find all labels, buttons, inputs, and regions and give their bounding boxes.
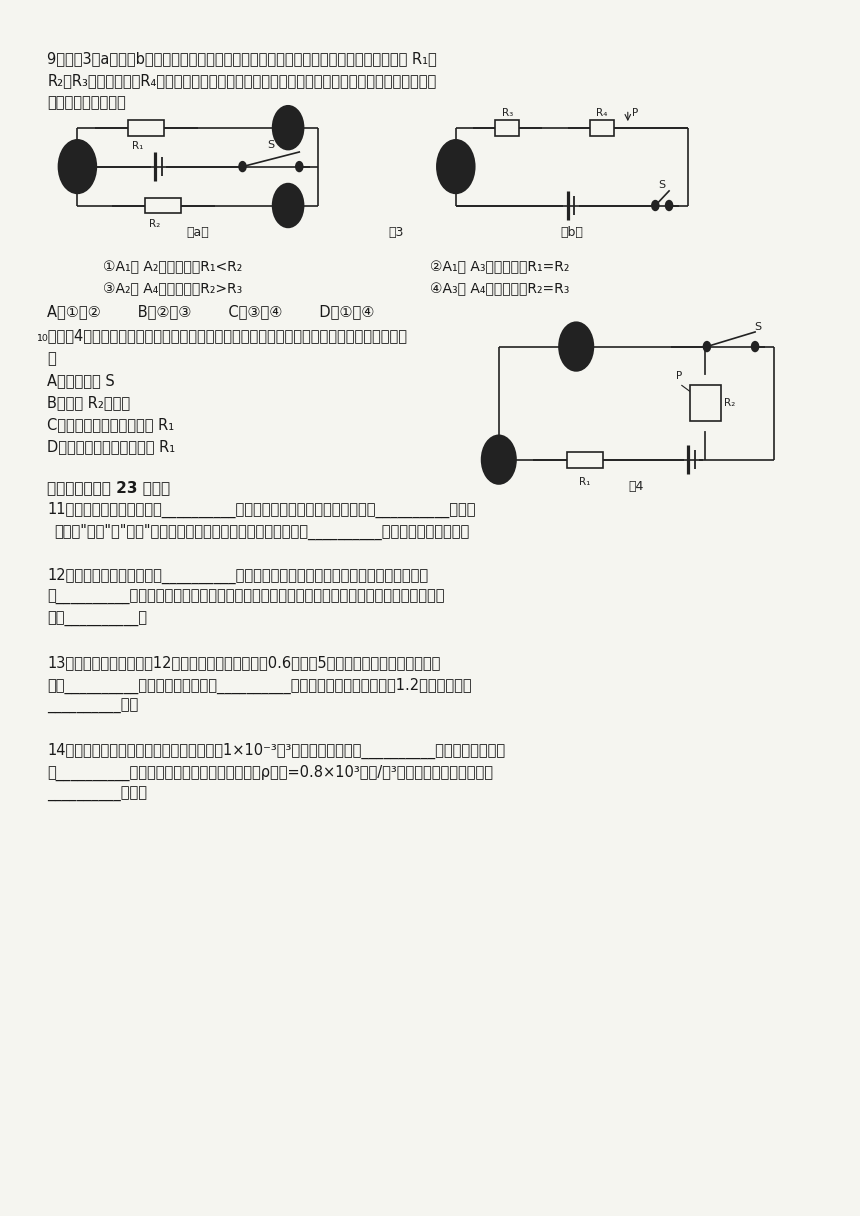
Text: P: P: [676, 371, 683, 382]
FancyBboxPatch shape: [690, 385, 721, 422]
Text: （选填"串联"或"并联"）。物理学中规定电流的方向是从电源的__________极通过导体流向负极。: （选填"串联"或"并联"）。物理学中规定电流的方向是从电源的__________…: [54, 524, 470, 540]
Text: R₄: R₄: [596, 108, 608, 118]
Circle shape: [239, 162, 246, 171]
Circle shape: [752, 342, 759, 351]
Text: （a）: （a）: [187, 226, 209, 238]
FancyBboxPatch shape: [145, 198, 181, 214]
Text: 二、填空题（共 23 分）：: 二、填空题（共 23 分）：: [47, 480, 170, 495]
Text: R₁: R₁: [579, 477, 591, 486]
Text: R₁: R₁: [132, 141, 144, 151]
Text: 14．一正方体漂浮在水中，排开水的体积为1×10⁻³米³，它受到的浮力为__________牛，排开水的质量: 14．一正方体漂浮在水中，排开水的体积为1×10⁻³米³，它受到的浮力为____…: [47, 743, 506, 759]
Text: B．移动 R₂的滑片: B．移动 R₂的滑片: [47, 395, 131, 410]
Text: A₄: A₄: [449, 162, 463, 171]
Text: R₂、R₃为定值电阻，R₄为滑动变阻器（滑片在中点附近某位置），现有两个电流表的示数相同，: R₂、R₃为定值电阻，R₄为滑动变阻器（滑片在中点附近某位置），现有两个电流表的…: [47, 73, 437, 88]
Circle shape: [652, 201, 659, 210]
Circle shape: [482, 435, 516, 484]
Text: S: S: [659, 180, 666, 190]
Text: 9．在图3（a）、（b）所示的电路中，所有元件均完好，电源电压相等且保持不变。已知 R₁、: 9．在图3（a）、（b）所示的电路中，所有元件均完好，电源电压相等且保持不变。已…: [47, 51, 437, 66]
Text: __________千克。: __________千克。: [47, 787, 147, 801]
Text: R₂: R₂: [149, 219, 161, 229]
FancyBboxPatch shape: [128, 119, 164, 135]
Text: R₂: R₂: [724, 398, 735, 409]
Text: V: V: [572, 342, 580, 351]
Text: A₂: A₂: [71, 162, 84, 171]
Text: A: A: [494, 455, 503, 465]
Text: D．用阻值更小的电阻替换 R₁: D．用阻值更小的电阻替换 R₁: [47, 439, 175, 454]
Circle shape: [273, 106, 304, 150]
Text: 强越__________。: 强越__________。: [47, 612, 147, 626]
Circle shape: [703, 342, 710, 351]
Circle shape: [58, 140, 96, 193]
Text: 大__________，易于切开物体。拦河大坝设计成上窄下宽则是因为水的深度越大，水对大坝的压: 大__________，易于切开物体。拦河大坝设计成上窄下宽则是因为水的深度越大…: [47, 590, 445, 604]
Circle shape: [273, 184, 304, 227]
Text: A．闭合开关 S: A．闭合开关 S: [47, 373, 115, 388]
Text: 13．某导体两端的电压为12伏，通过该导体的电流为0.6安，则5秒内通过该导体横截面的电荷: 13．某导体两端的电压为12伏，通过该导体的电流为0.6安，则5秒内通过该导体横…: [47, 655, 440, 670]
Text: A₁: A₁: [281, 123, 295, 133]
Text: R₃: R₃: [501, 108, 513, 118]
Text: 12．马德堡半球实验证明了__________的存在。刀刃磨得锋利，是为了减小受力面积，增: 12．马德堡半球实验证明了__________的存在。刀刃磨得锋利，是为了减小受…: [47, 568, 428, 584]
Text: A₃: A₃: [281, 201, 295, 210]
Text: C．用阻值更大的电阻替换 R₁: C．用阻值更大的电阻替换 R₁: [47, 417, 175, 432]
Text: 则下列判断正确的是: 则下列判断正确的是: [47, 95, 126, 109]
Text: 量为__________库，该导体的电阻为__________欧。若通过该导体的电流为1.2安，其电阻为: 量为__________库，该导体的电阻为__________欧。若通过该导体的…: [47, 677, 472, 693]
Text: ③A₂与 A₄示数相同，R₂>R₃: ③A₂与 A₄示数相同，R₂>R₃: [103, 282, 243, 297]
Text: P: P: [632, 108, 638, 118]
Circle shape: [296, 162, 303, 171]
FancyBboxPatch shape: [495, 119, 519, 135]
Text: 图4: 图4: [629, 480, 644, 492]
Text: 图3: 图3: [388, 226, 403, 238]
Text: ①A₁与 A₂示数相同，R₁<R₂: ①A₁与 A₂示数相同，R₁<R₂: [103, 260, 243, 275]
Text: __________欧。: __________欧。: [47, 699, 138, 714]
Text: 为__________千克。若该正方体漂浮在酒精中（ρ酒精=0.8×10³千克/米³），则排开酒精的质量为: 为__________千克。若该正方体漂浮在酒精中（ρ酒精=0.8×10³千克/…: [47, 765, 494, 781]
Text: S: S: [267, 140, 274, 150]
Circle shape: [559, 322, 593, 371]
Text: ②A₁与 A₃示数相同，R₁=R₂: ②A₁与 A₃示数相同，R₁=R₂: [430, 260, 569, 275]
Text: ④A₃与 A₄示数相同，R₂=R₃: ④A₃与 A₄示数相同，R₂=R₃: [430, 282, 569, 297]
Text: A．①和②        B．②和③        C．③和④        D．①和④: A．①和② B．②和③ C．③和④ D．①和④: [47, 304, 375, 319]
Circle shape: [437, 140, 475, 193]
Text: 11．一节新干电池的电压为__________伏，手电筒中小灯与控制它的开关是__________连接的: 11．一节新干电池的电压为__________伏，手电筒中小灯与控制它的开关是_…: [47, 502, 476, 518]
Text: （b）: （b）: [561, 226, 583, 238]
FancyBboxPatch shape: [590, 119, 614, 135]
Text: ₁₀．在图4所示的电路中，电源电压保持不变。可能使电压表示数与电流表示数同时变小的操作: ₁₀．在图4所示的电路中，电源电压保持不变。可能使电压表示数与电流表示数同时变小…: [37, 328, 408, 343]
Text: S: S: [754, 322, 761, 332]
FancyBboxPatch shape: [567, 451, 603, 467]
Circle shape: [666, 201, 673, 210]
Text: 是: 是: [47, 351, 56, 366]
